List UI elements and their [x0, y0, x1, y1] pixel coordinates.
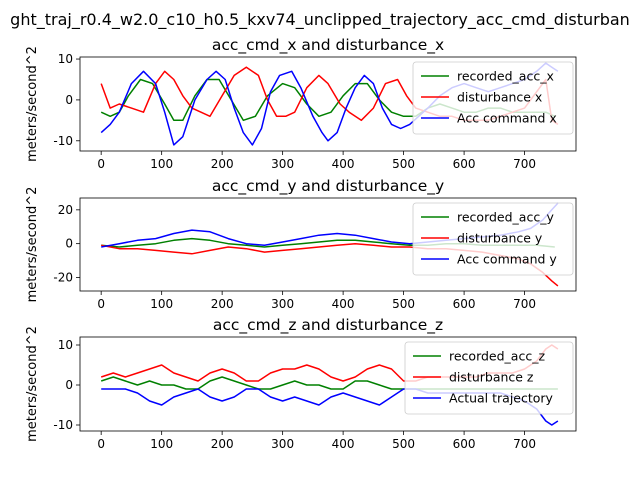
- legend-entry: recorded_acc_z: [449, 349, 545, 364]
- x-tick-label: 100: [150, 297, 173, 311]
- y-tick-label: 10: [58, 52, 73, 66]
- subplot-title: acc_cmd_y and disturbance_y: [212, 177, 444, 196]
- legend-entry: disturbance z: [449, 370, 534, 385]
- x-tick-label: 300: [271, 157, 294, 171]
- x-tick-label: 200: [211, 297, 234, 311]
- figure-suptitle: ght_traj_r0.4_w2.0_c10_h0.5_kxv74_unclip…: [10, 10, 630, 30]
- y-tick-label: 0: [65, 378, 73, 392]
- y-axis-label: meters/second^2: [25, 46, 40, 162]
- axes-frame: [79, 197, 577, 292]
- y-tick-label: -20: [53, 270, 73, 284]
- legend: recorded_acc_z disturbance z Actual trajec…: [404, 341, 574, 415]
- x-tick-label: 0: [97, 297, 105, 311]
- x-tick-label: 300: [271, 437, 294, 451]
- legend-entry: recorded_acc_x: [457, 69, 554, 84]
- y-tick-label: 20: [58, 203, 73, 217]
- subplot-2: acc_cmd_y and disturbance_y meters/second…: [25, 177, 577, 311]
- x-tick-label: 0: [97, 437, 105, 451]
- y-axis-label: meters/second^2: [25, 326, 40, 442]
- x-tick-label: 100: [150, 437, 173, 451]
- x-tick-label: 100: [150, 157, 173, 171]
- x-tick-label: 300: [271, 297, 294, 311]
- subplot-1: acc_cmd_x and disturbance_x meters/second…: [25, 36, 577, 171]
- legend-frame: [412, 61, 574, 135]
- axes-frame: [79, 336, 577, 432]
- subplot-3: acc_cmd_z and disturbance_z meters/second…: [25, 316, 577, 451]
- legend: recorded_acc_x disturbance x Acc command x: [412, 61, 574, 135]
- x-tick-label: 700: [513, 157, 536, 171]
- x-tick-label: 500: [392, 437, 415, 451]
- subplot-title: acc_cmd_z and disturbance_z: [213, 316, 443, 335]
- x-tick-label: 200: [211, 437, 234, 451]
- y-tick-label: -10: [53, 134, 73, 148]
- x-tick-label: 0: [97, 157, 105, 171]
- legend: recorded_acc_y disturbance y Acc command y: [412, 202, 574, 276]
- legend-entry: Actual trajectory: [449, 391, 554, 406]
- subplot-panels: acc_cmd_x and disturbance_x meters/second…: [25, 36, 577, 451]
- x-tick-label: 200: [211, 157, 234, 171]
- x-tick-label: 400: [332, 437, 355, 451]
- x-tick-label: 500: [392, 157, 415, 171]
- subplot-title: acc_cmd_x and disturbance_x: [212, 36, 444, 55]
- x-tick-label: 700: [513, 437, 536, 451]
- x-tick-label: 400: [332, 297, 355, 311]
- x-tick-label: 600: [453, 437, 476, 451]
- legend-entry: disturbance x: [457, 90, 542, 105]
- x-tick-label: 500: [392, 297, 415, 311]
- x-tick-label: 600: [453, 157, 476, 171]
- y-tick-label: -10: [53, 418, 73, 432]
- x-tick-label: 600: [453, 297, 476, 311]
- legend-frame: [412, 202, 574, 276]
- x-tick-label: 700: [513, 297, 536, 311]
- axes-frame: [79, 56, 577, 152]
- y-axis-label: meters/second^2: [25, 187, 40, 303]
- legend-entry: Acc command x: [457, 111, 557, 126]
- y-tick-label: 0: [65, 93, 73, 107]
- legend-frame: [404, 341, 574, 415]
- legend-entry: recorded_acc_y: [457, 210, 554, 225]
- legend-entry: Acc command y: [457, 252, 557, 267]
- x-tick-label: 400: [332, 157, 355, 171]
- legend-entry: disturbance y: [457, 231, 543, 246]
- y-tick-label: 0: [65, 237, 73, 251]
- y-tick-label: 10: [58, 338, 73, 352]
